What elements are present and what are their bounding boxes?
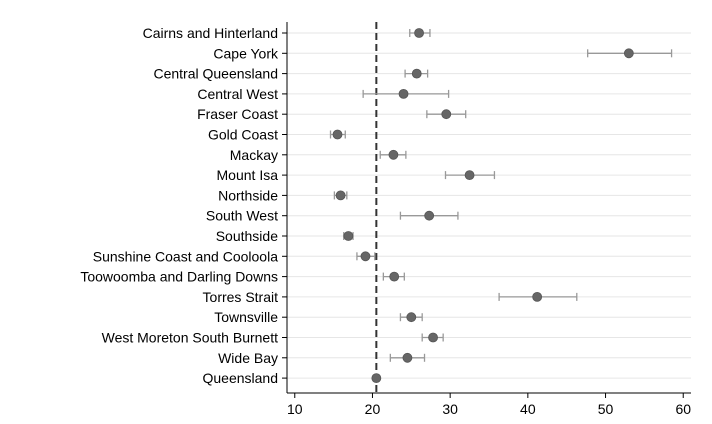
category-label: Central West bbox=[197, 86, 278, 102]
category-label: Cairns and Hinterland bbox=[143, 25, 278, 41]
x-tick-label: 60 bbox=[675, 401, 691, 417]
category-label: Queensland bbox=[202, 370, 278, 386]
data-point bbox=[388, 149, 399, 160]
data-point bbox=[406, 312, 417, 323]
x-tick-label: 20 bbox=[365, 401, 381, 417]
data-point bbox=[402, 352, 413, 363]
category-label: West Moreton South Burnett bbox=[102, 330, 278, 346]
data-point bbox=[464, 170, 475, 181]
category-label: Townsville bbox=[214, 309, 278, 325]
category-label: Cape York bbox=[213, 45, 279, 61]
data-point bbox=[623, 48, 634, 59]
data-point bbox=[441, 109, 452, 120]
category-label: Northside bbox=[218, 187, 278, 203]
grid-layer bbox=[287, 32, 691, 379]
category-label: Mount Isa bbox=[217, 167, 279, 183]
data-point bbox=[360, 251, 371, 262]
data-point bbox=[532, 291, 543, 302]
data-point bbox=[411, 68, 422, 79]
data-point bbox=[335, 190, 346, 201]
x-tick-label: 40 bbox=[520, 401, 536, 417]
x-tick-label: 10 bbox=[287, 401, 303, 417]
category-label: Gold Coast bbox=[208, 127, 278, 143]
data-point bbox=[343, 231, 354, 241]
category-label: Southside bbox=[216, 228, 278, 244]
errorbar-layer bbox=[329, 29, 673, 383]
category-label: Torres Strait bbox=[203, 289, 279, 305]
x-tick-label: 50 bbox=[598, 401, 614, 417]
data-point bbox=[414, 28, 424, 38]
data-point bbox=[389, 271, 400, 282]
data-point bbox=[428, 332, 438, 343]
category-label: South West bbox=[206, 208, 278, 224]
category-label: Toowoomba and Darling Downs bbox=[80, 269, 278, 285]
data-point bbox=[398, 89, 409, 99]
category-label: Central Queensland bbox=[153, 66, 278, 82]
category-label: Wide Bay bbox=[218, 350, 278, 366]
data-point bbox=[424, 210, 435, 221]
axis-layer: 10 20 30 40 50 60 bbox=[282, 22, 691, 417]
x-tick-label: 30 bbox=[442, 401, 458, 417]
data-point bbox=[332, 129, 343, 140]
data-point bbox=[371, 373, 382, 384]
label-layer: Cairns and Hinterland Cape York Central Qu… bbox=[80, 25, 279, 386]
category-label: Sunshine Coast and Cooloola bbox=[93, 248, 278, 264]
category-label: Mackay bbox=[230, 147, 278, 163]
category-label: Fraser Coast bbox=[197, 106, 278, 122]
point-layer bbox=[332, 28, 634, 384]
